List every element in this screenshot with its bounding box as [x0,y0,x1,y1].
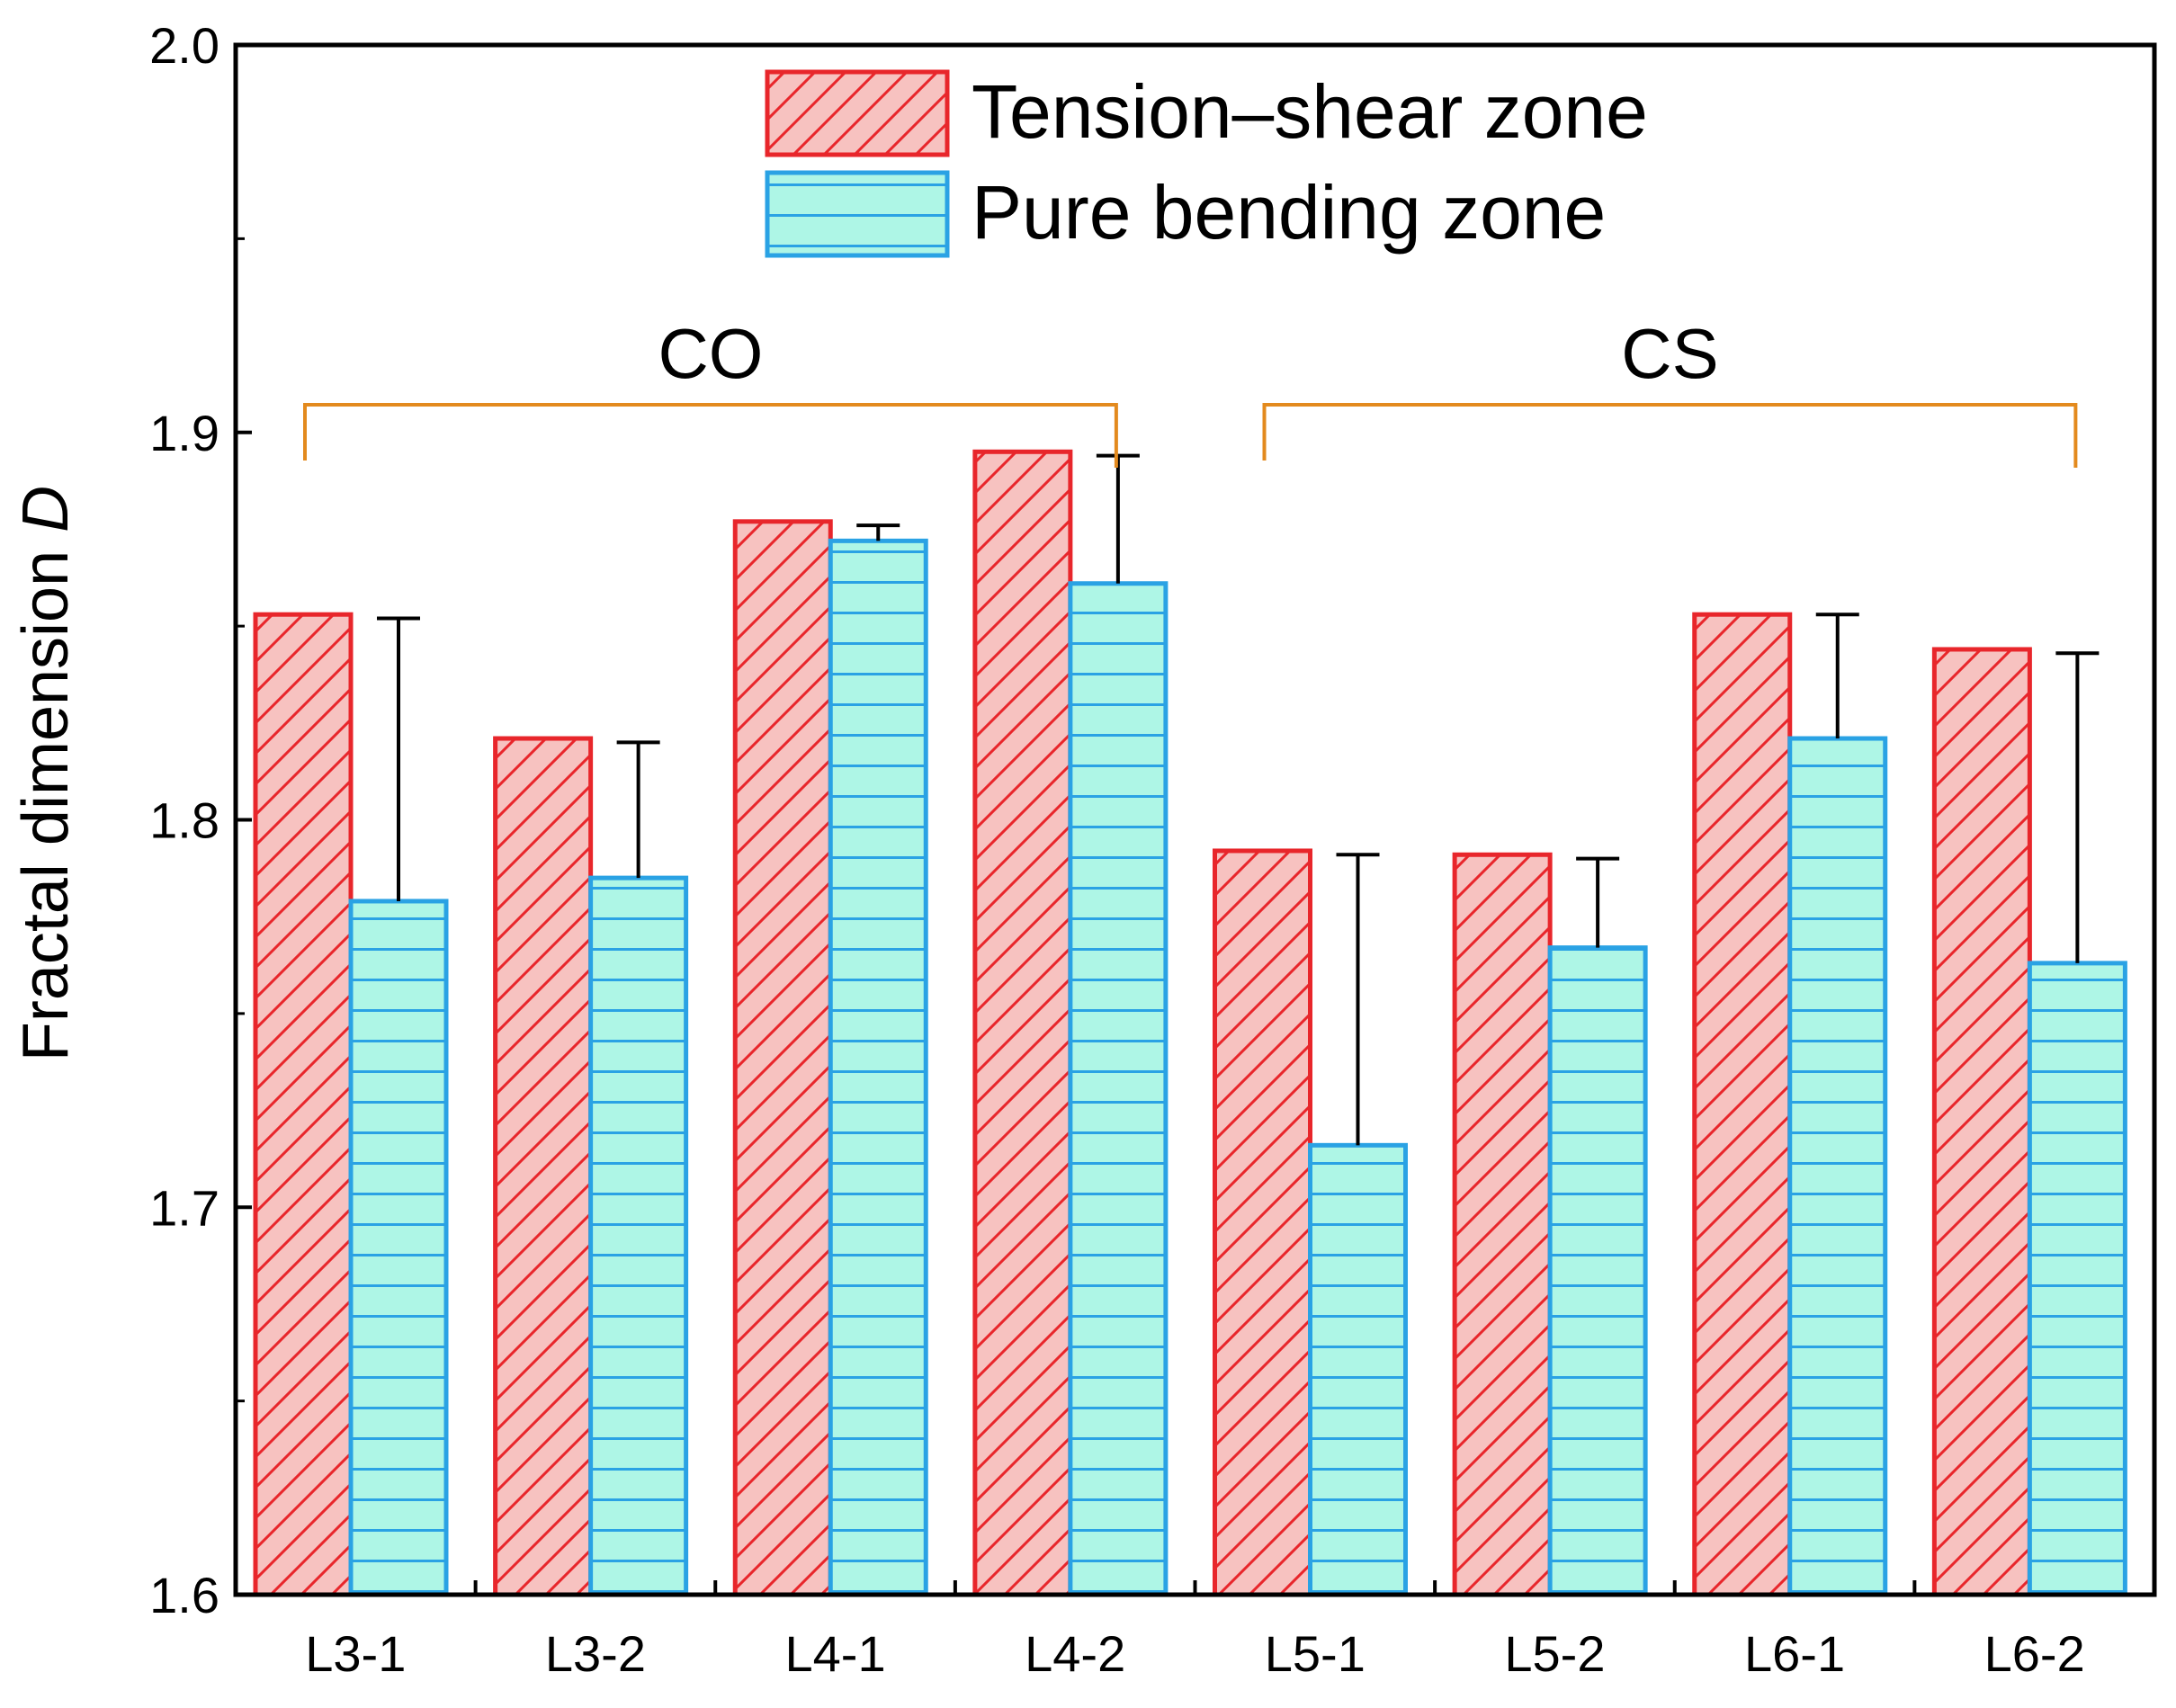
bar-pure-bending-l4-2 [1068,581,1169,1597]
y-axis-title: Fractal dimension D [10,486,82,1061]
y-axis-title-symbol: D [10,486,82,532]
group-brackets: CO CS [303,314,2078,468]
y-axis-title-text: Fractal dimension [10,532,82,1061]
y-tick-label: 1.8 [149,792,219,849]
legend-swatch-tension-shear [765,69,950,157]
legend-swatch-pure-bending [765,170,950,258]
bar-pure-bending-l6-1 [1787,736,1888,1597]
y-tick-label: 1.6 [149,1567,219,1623]
bar-tension-shear-l6-2 [1931,647,2032,1597]
bar-tension-shear-l5-1 [1213,848,1312,1597]
x-tick-label-l3-1: L3-1 [305,1625,406,1682]
y-tick-label: 1.7 [149,1179,219,1236]
y-tick-label: 1.9 [149,405,219,461]
axes: L3-1 L3-2 L4-1 L4-2 L5-1 L5-2 L6-1 L6-2 1.6 1.7 1.… [149,17,2157,1682]
x-tick-label-l4-2: L4-2 [1025,1625,1125,1682]
bar-tension-shear-l5-2 [1452,852,1553,1597]
y-tick-label: 2.0 [149,17,219,74]
group-label-cs: CS [1621,314,1718,393]
bar-tension-shear-l3-1 [253,612,354,1597]
x-tick-label-l3-2: L3-2 [545,1625,646,1682]
bar-pure-bending-l3-2 [588,875,689,1597]
x-tick-label-l6-1: L6-1 [1744,1625,1845,1682]
bar-tension-shear-l4-1 [732,519,833,1597]
x-tick-label-l5-2: L5-2 [1504,1625,1605,1682]
bars-layer [253,449,2127,1597]
bar-tension-shear-l6-1 [1692,612,1793,1597]
legend-label-tension-shear: Tension–shear zone [972,69,1648,154]
bar-pure-bending-l5-1 [1308,1142,1408,1597]
error-bars [377,453,2100,1146]
bar-pure-bending-l3-1 [348,899,449,1597]
bar-pure-bending-l6-2 [2027,961,2127,1597]
bar-tension-shear-l4-2 [972,449,1073,1597]
bar-pure-bending-l4-1 [828,538,928,1597]
bar-tension-shear-l3-2 [493,736,594,1597]
group-label-co: CO [658,314,763,393]
x-tick-label-l4-1: L4-1 [785,1625,886,1682]
x-tick-label-l5-1: L5-1 [1265,1625,1366,1682]
legend: Tension–shear zone Pure bending zone [765,69,1648,258]
group-bracket-cs [1262,403,2078,468]
group-bracket-co [303,403,1118,468]
legend-label-pure-bending: Pure bending zone [972,170,1606,255]
x-tick-label-l6-2: L6-2 [1984,1625,2085,1682]
bar-pure-bending-l5-2 [1547,945,1648,1597]
